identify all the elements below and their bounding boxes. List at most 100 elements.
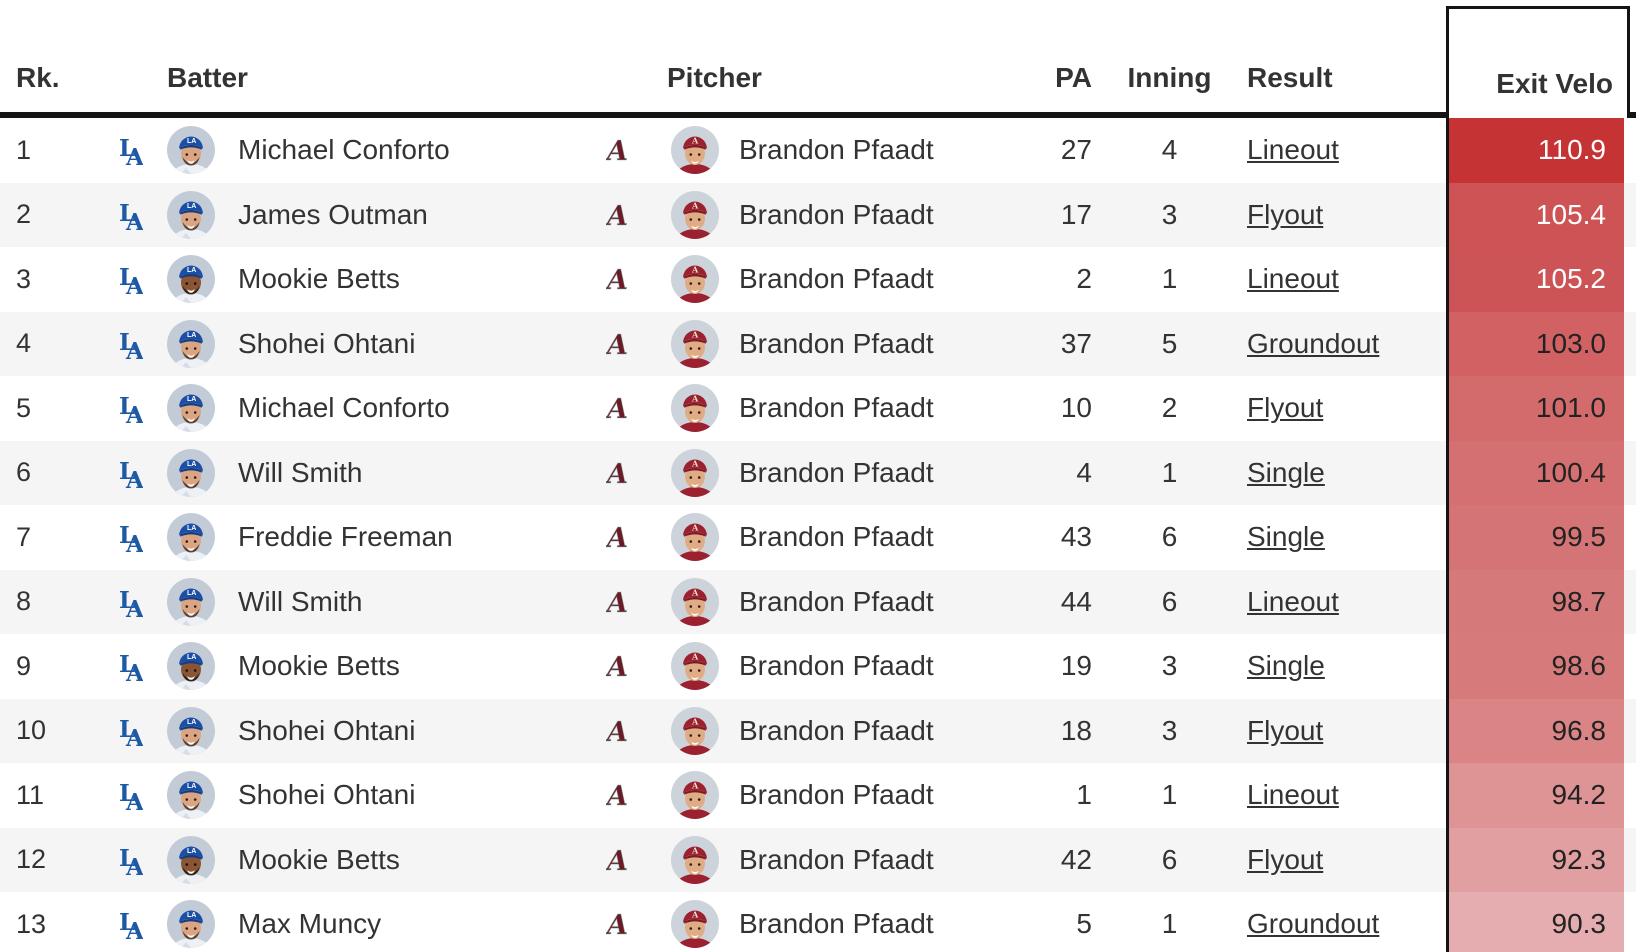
row-right-gutter bbox=[1624, 634, 1636, 699]
exit-velo-cell: 94.2 bbox=[1446, 763, 1624, 828]
batter-avatar bbox=[152, 312, 230, 377]
batter-name: Michael Conforto bbox=[238, 134, 450, 166]
header-pitcher[interactable]: Pitcher bbox=[667, 62, 762, 93]
exit-velo-cell: 101.0 bbox=[1446, 376, 1624, 441]
batter-name: Mookie Betts bbox=[238, 843, 400, 875]
pa-value: 2 bbox=[1076, 263, 1092, 295]
pitcher-avatar bbox=[655, 247, 735, 312]
result-cell: Lineout bbox=[1247, 118, 1446, 183]
pitcher-avatar bbox=[655, 183, 735, 248]
result-link[interactable]: Lineout bbox=[1247, 585, 1339, 617]
inning-value: 1 bbox=[1161, 456, 1178, 488]
rank-value: 3 bbox=[16, 263, 32, 294]
inning-value: 2 bbox=[1161, 392, 1178, 424]
header-inning[interactable]: Inning bbox=[1127, 62, 1212, 93]
pa-value: 4 bbox=[1076, 456, 1092, 488]
result-cell: Single bbox=[1247, 634, 1446, 699]
pa-value: 27 bbox=[1060, 134, 1092, 166]
header-pa[interactable]: PA bbox=[1055, 62, 1092, 93]
result-cell: Single bbox=[1247, 441, 1446, 506]
table-row: 12 Mookie Betts Brandon Pfaadt 42 6 Flyo… bbox=[0, 827, 1636, 892]
result-link[interactable]: Single bbox=[1247, 456, 1325, 488]
row-right-gutter bbox=[1624, 763, 1636, 828]
batter-avatar bbox=[152, 118, 230, 183]
diamondbacks-a-logo-icon bbox=[585, 312, 655, 377]
batter-avatar bbox=[152, 634, 230, 699]
diamondbacks-a-logo-icon bbox=[585, 183, 655, 248]
pitcher-avatar bbox=[655, 634, 735, 699]
row-right-gutter bbox=[1624, 505, 1636, 570]
header-result[interactable]: Result bbox=[1247, 62, 1333, 93]
diamondbacks-a-logo-icon bbox=[585, 118, 655, 183]
result-link[interactable]: Lineout bbox=[1247, 134, 1339, 166]
batter-name: Max Muncy bbox=[238, 908, 382, 940]
batter-name: Shohei Ohtani bbox=[238, 779, 416, 811]
result-cell: Lineout bbox=[1247, 763, 1446, 828]
header-rank[interactable]: Rk. bbox=[16, 62, 60, 93]
pitcher-avatar bbox=[655, 118, 735, 183]
result-link[interactable]: Single bbox=[1247, 521, 1325, 553]
result-link[interactable]: Lineout bbox=[1247, 779, 1339, 811]
dodgers-la-logo-icon bbox=[110, 247, 152, 312]
result-link[interactable]: Flyout bbox=[1247, 198, 1324, 230]
result-cell: Flyout bbox=[1247, 376, 1446, 441]
pa-value: 17 bbox=[1060, 198, 1092, 230]
result-link[interactable]: Lineout bbox=[1247, 263, 1339, 295]
table-row: 13 Max Muncy Brandon Pfaadt 5 1 Groundou… bbox=[0, 892, 1636, 952]
row-right-gutter bbox=[1624, 183, 1636, 248]
batter-name: James Outman bbox=[238, 198, 428, 230]
inning-value: 5 bbox=[1161, 327, 1178, 359]
exit-velo-cell: 100.4 bbox=[1446, 440, 1624, 505]
batter-avatar bbox=[152, 763, 230, 828]
pa-value: 43 bbox=[1060, 521, 1092, 553]
diamondbacks-a-logo-icon bbox=[585, 441, 655, 506]
row-right-gutter bbox=[1624, 247, 1636, 312]
batter-avatar bbox=[152, 441, 230, 506]
rank-value: 7 bbox=[16, 521, 32, 552]
inning-value: 3 bbox=[1161, 650, 1178, 682]
inning-value: 3 bbox=[1161, 198, 1178, 230]
table-row: 1 Michael Conforto Brandon Pfaadt 27 4 L… bbox=[0, 118, 1636, 183]
row-right-gutter bbox=[1624, 892, 1636, 952]
header-batter[interactable]: Batter bbox=[167, 62, 248, 93]
dodgers-la-logo-icon bbox=[110, 118, 152, 183]
batter-name: Mookie Betts bbox=[238, 263, 400, 295]
result-cell: Groundout bbox=[1247, 312, 1446, 377]
inning-value: 6 bbox=[1161, 521, 1178, 553]
pitcher-avatar bbox=[655, 505, 735, 570]
row-right-gutter bbox=[1624, 699, 1636, 764]
pitcher-avatar bbox=[655, 376, 735, 441]
pitcher-name: Brandon Pfaadt bbox=[739, 650, 934, 682]
batter-name: Shohei Ohtani bbox=[238, 327, 416, 359]
inning-value: 6 bbox=[1161, 585, 1178, 617]
diamondbacks-a-logo-icon bbox=[585, 376, 655, 441]
result-link[interactable]: Groundout bbox=[1247, 327, 1380, 359]
exit-velo-cell: 103.0 bbox=[1446, 311, 1624, 376]
exit-velo-cell: 90.3 bbox=[1446, 892, 1624, 952]
result-link[interactable]: Flyout bbox=[1247, 392, 1324, 424]
rank-value: 2 bbox=[16, 199, 32, 230]
dodgers-la-logo-icon bbox=[110, 892, 152, 952]
table-row: 6 Will Smith Brandon Pfaadt 4 1 Single 1… bbox=[0, 440, 1636, 506]
header-exit-velo-sorted-box[interactable]: Exit Velo bbox=[1446, 6, 1630, 118]
result-link[interactable]: Single bbox=[1247, 650, 1325, 682]
pitcher-avatar bbox=[655, 570, 735, 635]
rank-value: 4 bbox=[16, 328, 32, 359]
result-link[interactable]: Flyout bbox=[1247, 714, 1324, 746]
pitcher-name: Brandon Pfaadt bbox=[739, 392, 934, 424]
pitcher-avatar bbox=[655, 441, 735, 506]
pitcher-name: Brandon Pfaadt bbox=[739, 585, 934, 617]
result-link[interactable]: Groundout bbox=[1247, 908, 1380, 940]
inning-value: 3 bbox=[1161, 714, 1178, 746]
table-row: 10 Shohei Ohtani Brandon Pfaadt 18 3 Fly… bbox=[0, 698, 1636, 764]
rank-value: 13 bbox=[16, 908, 47, 939]
result-link[interactable]: Flyout bbox=[1247, 843, 1324, 875]
pitcher-name: Brandon Pfaadt bbox=[739, 521, 934, 553]
batter-name: Freddie Freeman bbox=[238, 521, 453, 553]
pa-value: 1 bbox=[1076, 779, 1092, 811]
pa-value: 44 bbox=[1060, 585, 1092, 617]
pa-value: 42 bbox=[1060, 843, 1092, 875]
result-cell: Flyout bbox=[1247, 699, 1446, 764]
table-row: 7 Freddie Freeman Brandon Pfaadt 43 6 Si… bbox=[0, 505, 1636, 570]
header-exit-velo-label: Exit Velo bbox=[1496, 68, 1613, 99]
